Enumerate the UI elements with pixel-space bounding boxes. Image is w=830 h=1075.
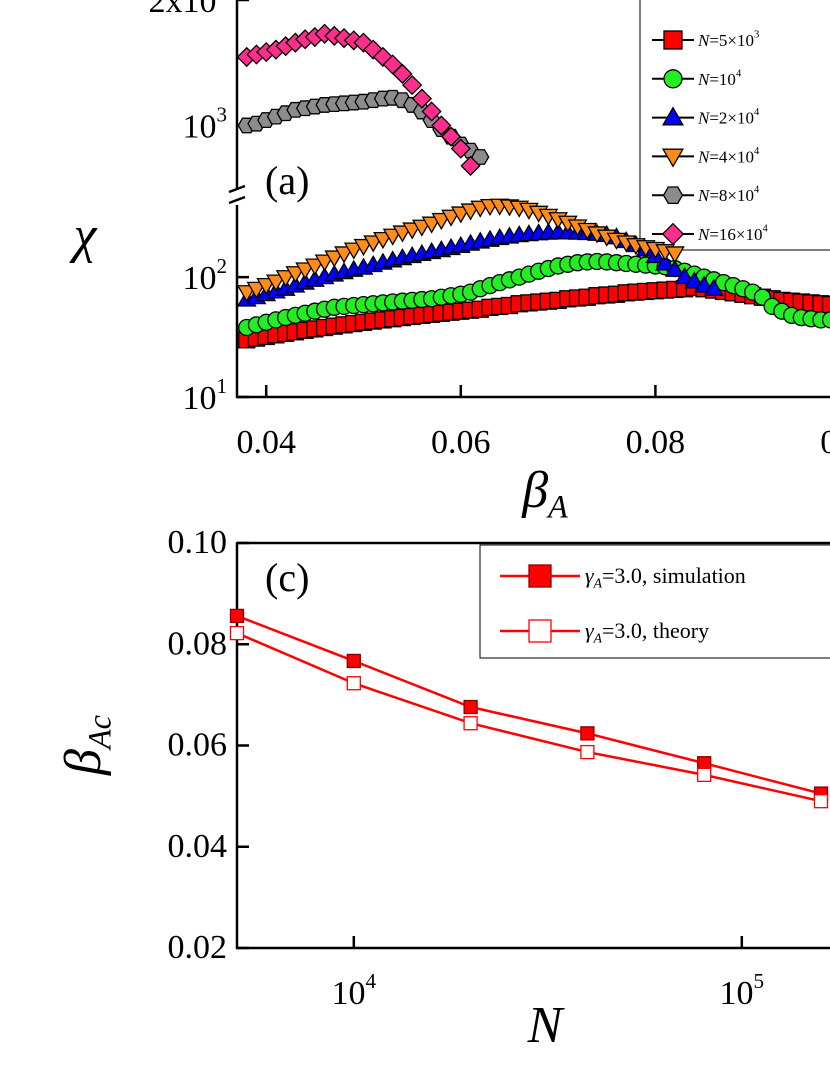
marker	[655, 253, 676, 271]
legend-label: γA=3.0, simulation	[585, 563, 746, 591]
y-tick-label: 0.08	[168, 625, 228, 662]
legend-label: N=5×103	[697, 30, 759, 50]
panel-label: (a)	[265, 158, 309, 203]
legend-marker	[662, 186, 684, 205]
marker	[285, 266, 306, 284]
marker	[697, 767, 712, 783]
x-tick-label: 0.10	[820, 424, 830, 461]
marker	[324, 250, 345, 268]
x-axis-title: N	[527, 997, 566, 1054]
marker	[821, 311, 830, 329]
x-tick-label: 105	[720, 969, 765, 1012]
marker	[421, 101, 442, 122]
marker	[353, 32, 374, 53]
marker	[256, 277, 277, 296]
marker	[353, 238, 374, 257]
y-tick-label: 102	[182, 254, 227, 297]
legend-label: N=2×104	[697, 108, 760, 128]
legend-marker	[528, 619, 552, 643]
y-tick-label: 101	[182, 374, 227, 417]
marker	[450, 138, 471, 159]
x-axis-title: βA	[521, 462, 568, 525]
y-tick-label: 0.02	[168, 929, 228, 966]
axis-break	[228, 195, 246, 205]
legend-marker	[661, 148, 685, 168]
marker	[440, 126, 462, 147]
marker	[265, 274, 286, 292]
y-tick-label: 2x103	[148, 0, 227, 20]
marker	[463, 699, 478, 715]
legend-label: N=16×104	[697, 224, 769, 244]
marker	[813, 794, 829, 809]
marker	[411, 88, 432, 109]
y-tick-label: 0.06	[168, 726, 228, 763]
axis-break	[228, 184, 246, 194]
marker	[392, 63, 413, 84]
marker	[463, 716, 478, 731]
marker	[295, 262, 316, 280]
marker	[664, 259, 685, 277]
x-tick-label: 0.08	[626, 424, 686, 461]
legend-label: γA=3.0, theory	[585, 618, 709, 646]
x-tick-label: 0.06	[431, 424, 491, 461]
marker	[402, 74, 423, 96]
marker	[229, 625, 245, 641]
x-tick-label: 0.04	[236, 424, 296, 461]
marker	[431, 115, 452, 136]
marker	[275, 270, 296, 288]
marker	[229, 608, 245, 624]
y-tick-label: 0.10	[168, 524, 228, 561]
x-tick-label: 104	[332, 969, 377, 1012]
y-axis-title: βAc	[55, 715, 118, 776]
axes-a	[228, 0, 830, 399]
marker	[821, 295, 830, 314]
legend-marker	[528, 564, 552, 588]
y-axis-title: χ	[69, 207, 98, 264]
marker	[343, 242, 364, 260]
marker	[304, 258, 325, 276]
marker	[674, 267, 695, 285]
y-tick-label: 0.04	[168, 828, 228, 865]
series-line	[236, 614, 822, 795]
legend-label: N=8×104	[697, 185, 760, 205]
marker	[460, 155, 481, 176]
marker	[314, 254, 335, 272]
y-tick-label: 103	[182, 102, 227, 145]
marker	[346, 676, 361, 691]
marker	[346, 653, 361, 669]
marker	[664, 246, 685, 264]
legend-label: N=4×104	[697, 146, 760, 166]
marker	[703, 278, 724, 296]
legend-marker	[661, 222, 685, 246]
series-line	[236, 631, 822, 803]
legend-marker	[661, 106, 685, 126]
marker	[334, 246, 354, 264]
marker	[580, 726, 595, 741]
legend-marker	[663, 69, 683, 89]
marker	[471, 149, 490, 165]
panel-label: (c)	[265, 555, 309, 600]
marker	[580, 744, 595, 760]
legend-label: N=104	[697, 69, 742, 89]
legend-marker	[663, 30, 683, 50]
marker	[684, 271, 705, 289]
marker	[246, 281, 267, 299]
marker	[421, 216, 442, 234]
